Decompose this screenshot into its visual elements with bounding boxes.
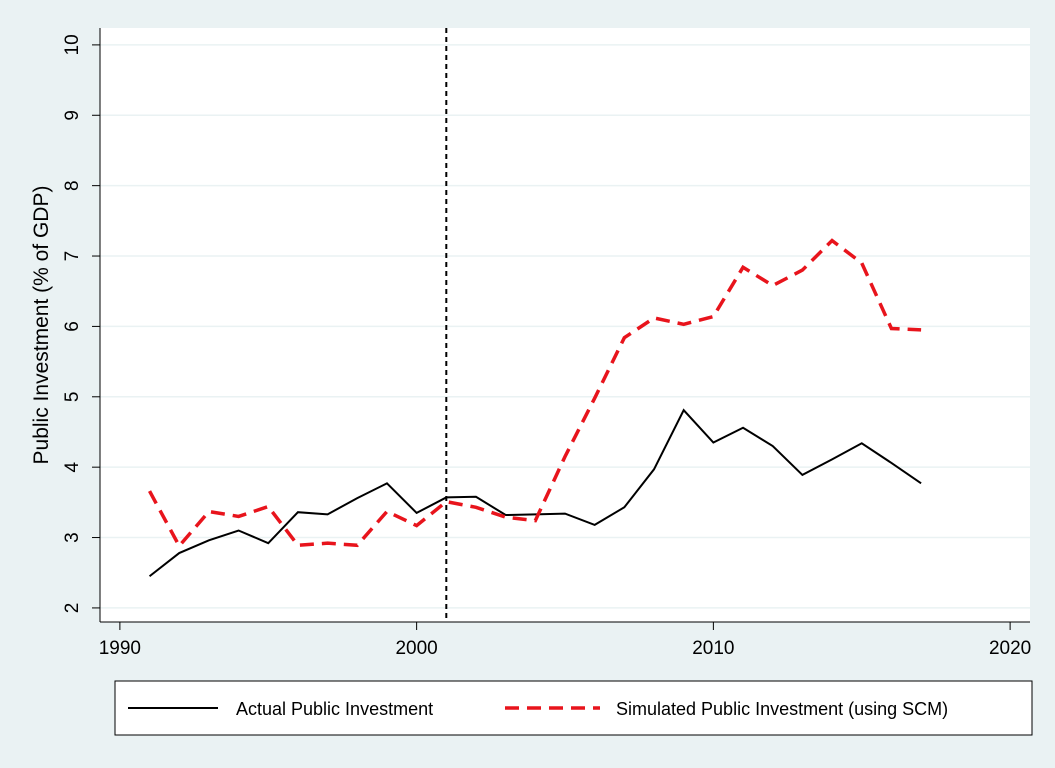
x-tick-label: 2010 bbox=[692, 638, 734, 659]
legend-label: Actual Public Investment bbox=[236, 699, 433, 719]
legend-box bbox=[114, 680, 1033, 736]
y-tick-label: 8 bbox=[62, 180, 83, 191]
legend-label: Simulated Public Investment (using SCM) bbox=[616, 699, 948, 719]
plot-area bbox=[100, 28, 1030, 622]
y-tick-label: 10 bbox=[62, 34, 83, 55]
y-tick-label: 7 bbox=[62, 251, 83, 262]
x-tick-label: 2020 bbox=[989, 638, 1031, 659]
series-line bbox=[148, 238, 922, 550]
y-tick-label: 5 bbox=[62, 391, 83, 402]
y-tick-label: 4 bbox=[62, 461, 83, 472]
y-axis-label: Public Investment (% of GDP) bbox=[30, 186, 53, 465]
y-tick-label: 9 bbox=[62, 110, 83, 121]
y-tick-label: 6 bbox=[62, 321, 83, 332]
x-tick-label: 2000 bbox=[395, 638, 437, 659]
y-tick-label: 3 bbox=[62, 532, 83, 543]
series-line bbox=[148, 408, 922, 578]
x-tick-label: 1990 bbox=[99, 638, 141, 659]
y-tick-label: 2 bbox=[62, 603, 83, 614]
